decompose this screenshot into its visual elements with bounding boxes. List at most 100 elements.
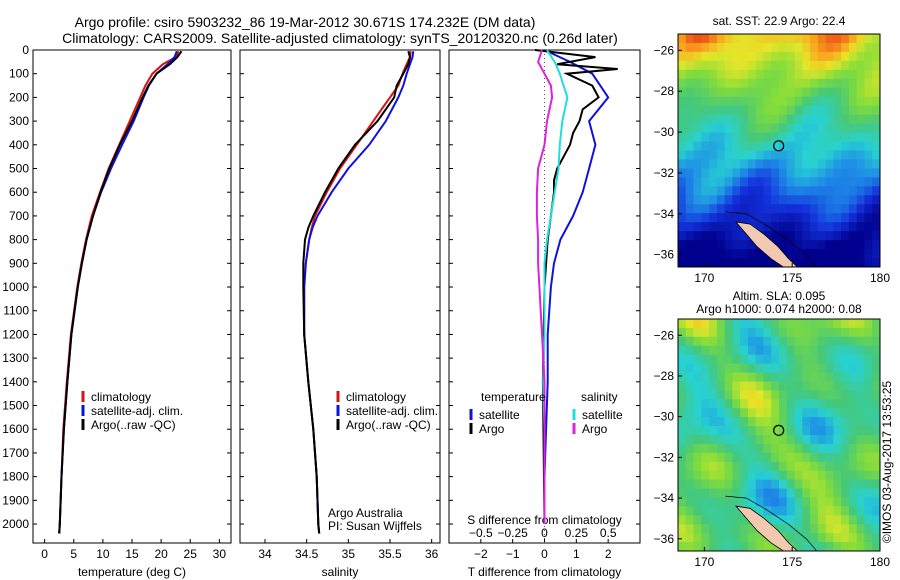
series-line-3 [302,50,412,534]
map-cell [740,515,749,525]
map-cell [833,470,842,481]
map-cell [732,177,741,187]
x-tick-label: 35 [342,547,356,561]
map-cell [693,60,702,71]
map-cell [817,51,827,62]
map-cell [693,435,702,445]
y-tick-label: 800 [9,233,29,247]
map-cell [678,213,687,223]
map-cell [864,435,873,445]
map-cell [833,345,842,356]
map-cell [856,231,865,241]
map-cell [872,258,881,268]
map-cell [817,319,827,329]
map-cell [732,78,741,89]
map-cell [848,51,858,62]
map-cell [841,372,850,382]
map-cell [872,461,881,472]
map-cell [701,132,710,142]
map-cell [678,408,687,418]
map-cell [872,354,881,365]
map-cell [709,319,718,329]
map-cell [724,78,733,89]
map-cell [872,87,881,98]
map-cell [856,34,865,44]
map-cell [825,408,834,418]
map-cell [841,542,850,552]
map-cell [763,123,772,133]
map-cell [802,42,811,53]
map-cell [779,231,788,241]
map-cell [825,51,834,62]
map-cell [747,168,757,178]
map-cell [794,168,803,178]
map-cell [740,69,749,80]
map-cell [794,177,803,187]
map-cell [810,123,819,133]
map-cell [771,51,780,62]
map-cell [856,506,865,516]
map-cell [810,479,819,489]
map-cell [872,204,881,214]
map-cell [678,488,687,498]
map-cell [856,177,865,187]
map-cell [817,363,827,373]
map-cell [724,60,733,71]
map-cell [794,399,803,409]
map-cell [716,372,726,382]
map-cell [716,336,726,347]
map-cell [833,240,842,250]
map-cell [709,363,718,373]
map-cell [693,506,702,516]
map-cell [841,345,850,356]
map-cell [755,258,764,268]
map-cell [701,159,710,169]
map-cell [732,515,741,525]
map-cell [747,34,757,44]
y-tick-label: −34 [654,491,675,505]
map-cell [755,34,764,44]
map-cell [685,336,694,347]
map-cell [779,69,788,80]
map-cell [716,390,726,400]
map-cell [716,213,726,223]
map-cell [817,231,827,241]
map-cell [833,249,842,259]
map-cell [872,452,881,463]
map-cell [856,123,865,133]
map-cell [724,51,733,62]
map-cell [763,319,772,329]
map-cell [701,506,710,516]
map-cell [724,524,733,534]
map-cell [825,443,834,454]
map-cell [701,408,710,418]
map-cell [794,524,803,534]
map-cell [856,87,865,98]
map-cell [693,168,702,178]
map-cell [771,168,780,178]
map-cell [841,96,850,107]
x-tick-label: 175 [782,271,802,285]
map-cell [685,319,694,329]
map-cell [685,426,694,436]
map-cell [747,524,757,534]
map-cell [810,114,819,125]
map-cell [810,34,819,44]
map-cell [825,159,834,169]
map-cell [802,78,811,89]
map-cell [856,533,865,543]
map-cell [817,150,827,160]
map-cell [810,168,819,178]
map-cell [724,533,733,543]
map-cell [833,96,842,107]
map-cell [685,479,694,489]
map-cell [693,177,702,187]
map-cell [810,60,819,71]
map-cell [848,372,858,382]
map-cell [709,78,718,89]
map-cell [810,461,819,472]
map-cell [825,114,834,125]
map-cell [678,533,687,543]
map-cell [817,34,827,44]
map-cell [856,42,865,53]
